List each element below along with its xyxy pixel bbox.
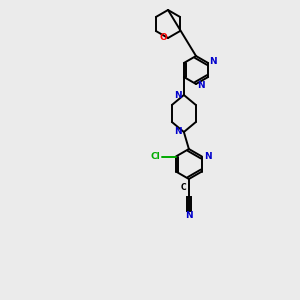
Text: Cl: Cl	[150, 152, 160, 161]
Text: N: N	[185, 212, 193, 220]
Text: N: N	[204, 152, 212, 161]
Text: N: N	[197, 80, 205, 89]
Text: N: N	[209, 58, 217, 67]
Text: N: N	[174, 91, 182, 100]
Text: O: O	[159, 32, 167, 41]
Text: N: N	[174, 128, 182, 136]
Text: C: C	[181, 184, 187, 193]
